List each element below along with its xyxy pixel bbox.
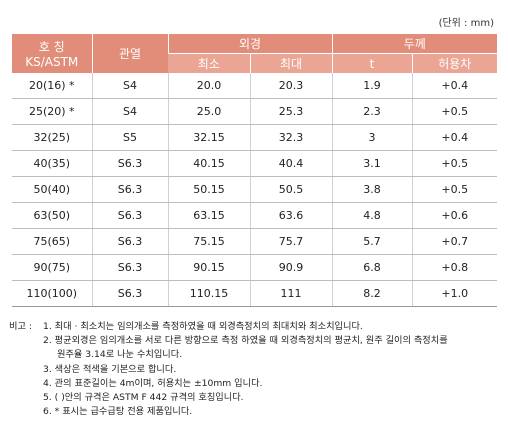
cell-max: 40.4 — [249, 150, 332, 177]
cell-tol: +0.4 — [411, 124, 497, 151]
cell-nominal: 110(100) — [12, 280, 92, 307]
table-row: 90(75) S6.3 90.15 90.9 6.8 +0.8 — [12, 254, 497, 281]
note-6: 6. * 표시는 급수급탕 전용 제품입니다. — [43, 406, 193, 418]
table-row: 75(65) S6.3 75.15 75.7 5.7 +0.7 — [12, 228, 497, 255]
cell-tol: +0.5 — [411, 98, 497, 125]
cell-min: 32.15 — [167, 124, 250, 151]
cell-max: 32.3 — [249, 124, 332, 151]
cell-series: S6.3 — [91, 150, 168, 177]
note-5: 5. ( )안의 규격은 ASTM F 442 규격의 호칭입니다. — [43, 392, 244, 404]
header-tolerance: 허용차 — [411, 53, 497, 73]
notes-lead: 비고 : — [9, 321, 32, 332]
cell-series: S4 — [91, 73, 168, 99]
note-2a: 2. 평균외경은 임의개소를 서로 다른 방향으로 측정 하였을 때 외경측정치… — [43, 335, 448, 347]
header-od-min: 최소 — [168, 53, 250, 73]
header-nominal: 호 칭 KS/ASTM — [12, 34, 92, 73]
cell-tol: +0.4 — [411, 73, 497, 99]
cell-t: 6.8 — [331, 254, 412, 281]
table-row: 50(40) S6.3 50.15 50.5 3.8 +0.5 — [12, 176, 497, 203]
cell-t: 8.2 — [331, 280, 412, 307]
cell-min: 20.0 — [167, 73, 250, 99]
header-nominal-line2: KS/ASTM — [25, 55, 79, 69]
table-row: 63(50) S6.3 63.15 63.6 4.8 +0.6 — [12, 202, 497, 229]
cell-min: 50.15 — [167, 176, 250, 203]
note-1: 비고 : 1. 최대 · 최소치는 임의개소를 측정하였을 때 외경측정치의 최… — [9, 320, 504, 334]
header-nominal-line1: 호 칭 — [38, 40, 65, 54]
cell-nominal: 75(65) — [12, 228, 92, 255]
cell-tol: +0.8 — [411, 254, 497, 281]
cell-t: 3.8 — [331, 176, 412, 203]
cell-max: 90.9 — [249, 254, 332, 281]
cell-min: 40.15 — [167, 150, 250, 177]
cell-max: 111 — [249, 280, 332, 307]
cell-tol: +0.6 — [411, 202, 497, 229]
cell-nominal: 40(35) — [12, 150, 92, 177]
header-thickness: 두께 — [331, 34, 497, 54]
cell-nominal: 63(50) — [12, 202, 92, 229]
cell-min: 25.0 — [167, 98, 250, 125]
cell-max: 20.3 — [249, 73, 332, 99]
cell-t: 3 — [331, 124, 412, 151]
cell-tol: +1.0 — [411, 280, 497, 307]
pipe-spec-table: 호 칭 KS/ASTM 관열 외경 두께 최소 최대 t 허용차 20(16) … — [12, 34, 497, 307]
note-4: 4. 관의 표준길이는 4m이며, 허용치는 ±10mm 입니다. — [43, 377, 263, 389]
cell-tol: +0.5 — [411, 176, 497, 203]
cell-nominal: 32(25) — [12, 124, 92, 151]
cell-nominal: 90(75) — [12, 254, 92, 281]
cell-max: 63.6 — [249, 202, 332, 229]
cell-nominal: 25(20) * — [12, 98, 92, 125]
cell-series: S6.3 — [91, 254, 168, 281]
note-3: 3. 색상은 적색을 기본으로 합니다. — [43, 363, 177, 375]
cell-max: 50.5 — [249, 176, 332, 203]
notes-section: 비고 : 1. 최대 · 최소치는 임의개소를 측정하였을 때 외경측정치의 최… — [9, 320, 504, 419]
header-od-max: 최대 — [249, 53, 332, 73]
cell-tol: +0.5 — [411, 150, 497, 177]
cell-nominal: 20(16) * — [12, 73, 92, 99]
table-row: 110(100) S6.3 110.15 111 8.2 +1.0 — [12, 280, 497, 307]
header-outer-diameter: 외경 — [167, 34, 332, 54]
cell-series: S4 — [91, 98, 168, 125]
header-t: t — [331, 53, 412, 73]
header-row-2: 최소 최대 t 허용차 — [12, 53, 497, 73]
cell-series: S6.3 — [91, 280, 168, 307]
cell-series: S6.3 — [91, 176, 168, 203]
cell-max: 75.7 — [249, 228, 332, 255]
cell-min: 90.15 — [167, 254, 250, 281]
note-2b: 원주율 3.14로 나눈 수치입니다. — [57, 349, 183, 361]
cell-t: 4.8 — [331, 202, 412, 229]
cell-series: S6.3 — [91, 228, 168, 255]
cell-t: 1.9 — [331, 73, 412, 99]
cell-min: 110.15 — [167, 280, 250, 307]
cell-tol: +0.7 — [411, 228, 497, 255]
cell-t: 2.3 — [331, 98, 412, 125]
cell-nominal: 50(40) — [12, 176, 92, 203]
header-series: 관열 — [91, 34, 168, 73]
cell-min: 75.15 — [167, 228, 250, 255]
table-row: 20(16) * S4 20.0 20.3 1.9 +0.4 — [12, 73, 497, 99]
cell-series: S6.3 — [91, 202, 168, 229]
note-1-text: 1. 최대 · 최소치는 임의개소를 측정하였을 때 외경측정치의 최대치와 최… — [43, 321, 363, 332]
table-row: 40(35) S6.3 40.15 40.4 3.1 +0.5 — [12, 150, 497, 177]
cell-series: S5 — [91, 124, 168, 151]
header-row-1: 호 칭 KS/ASTM 관열 외경 두께 — [12, 34, 497, 73]
cell-min: 63.15 — [167, 202, 250, 229]
table-row: 32(25) S5 32.15 32.3 3 +0.4 — [12, 124, 497, 151]
cell-max: 25.3 — [249, 98, 332, 125]
unit-label: (단위 : mm) — [438, 18, 494, 29]
table-row: 25(20) * S4 25.0 25.3 2.3 +0.5 — [12, 98, 497, 125]
cell-t: 5.7 — [331, 228, 412, 255]
cell-t: 3.1 — [331, 150, 412, 177]
